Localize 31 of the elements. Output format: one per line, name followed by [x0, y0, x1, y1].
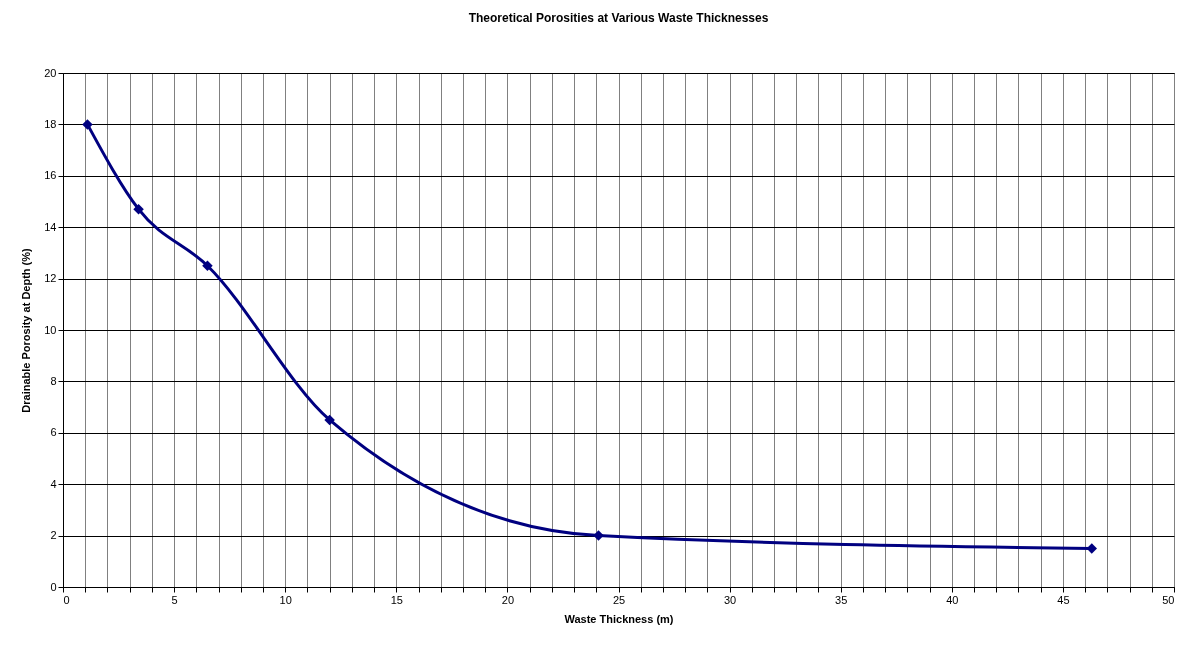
- y-axis-title: Drainable Porosity at Depth (%): [20, 247, 33, 413]
- y-tick-label: 10: [44, 323, 57, 336]
- point: [1086, 543, 1098, 554]
- y-tick-label: 8: [50, 374, 57, 387]
- x-axis-title: Waste Thickness (m): [564, 612, 674, 625]
- x-tick-label: 40: [946, 593, 959, 606]
- point: [593, 530, 604, 541]
- point: [202, 260, 213, 271]
- x-tick-label: 25: [612, 593, 626, 606]
- y-tick-label: 0: [50, 580, 57, 593]
- point: [82, 119, 93, 130]
- y-tick-label: 14: [44, 220, 57, 233]
- y-tick-label: 18: [44, 117, 57, 130]
- chart-title: Theoretical Porosities at Various Waste Thicknesses: [468, 11, 769, 25]
- x-tick-label: 15: [390, 593, 403, 606]
- x-tick-label: 45: [1057, 593, 1070, 606]
- x-tick-label: 5: [171, 593, 178, 606]
- point: [133, 203, 144, 215]
- x-tick-label: 20: [501, 593, 515, 606]
- y-tick-label: 2: [50, 529, 57, 542]
- y-tick-label: 12: [44, 272, 57, 285]
- y-tick-label: 20: [44, 66, 57, 79]
- y-tick-label: 6: [50, 426, 57, 439]
- x-tick-label: 0: [63, 593, 70, 606]
- x-tick-label: 50: [1162, 593, 1175, 606]
- x-tick-label: 10: [279, 593, 292, 606]
- x-tick-label: 30: [723, 593, 737, 606]
- y-tick-label: 16: [44, 169, 57, 182]
- x-tick-label: 35: [835, 593, 848, 606]
- y-tick-label: 4: [50, 477, 57, 490]
- point: [324, 414, 335, 426]
